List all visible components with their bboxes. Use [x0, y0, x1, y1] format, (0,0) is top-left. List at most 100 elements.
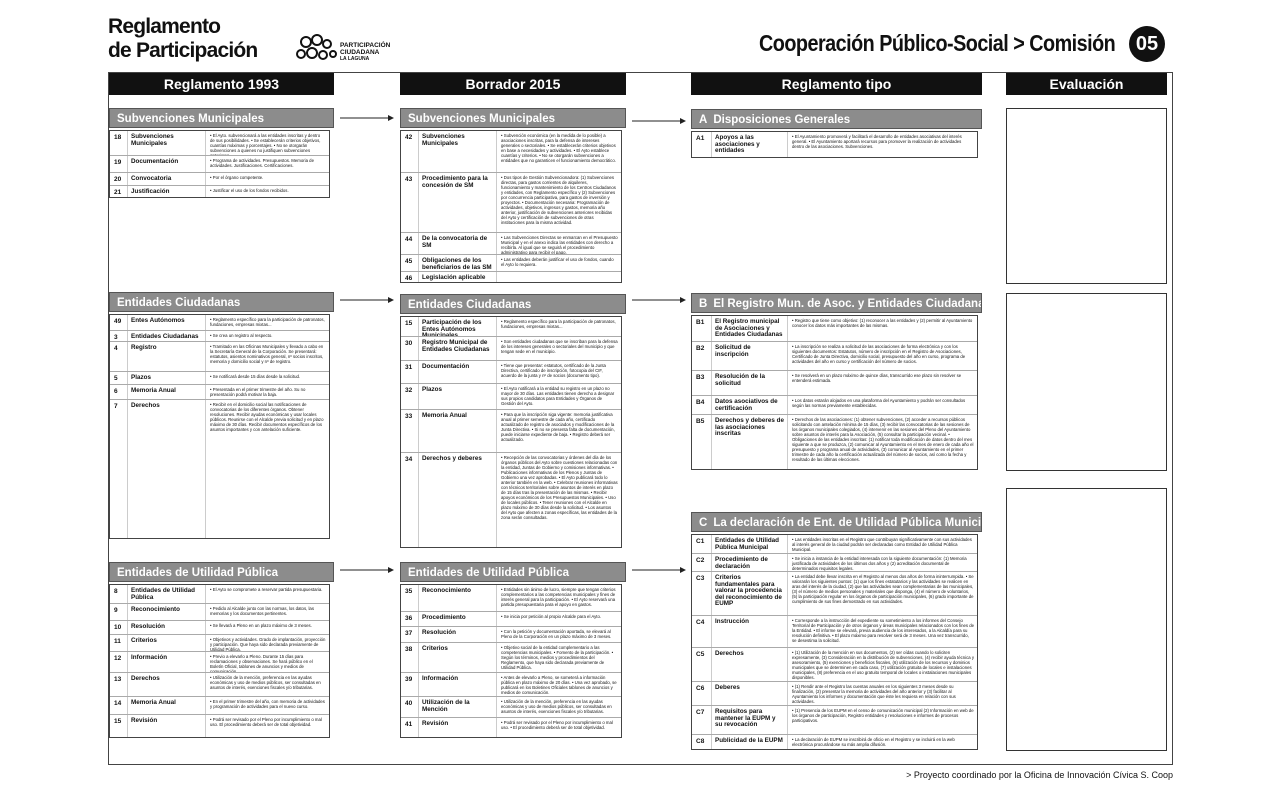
- article-text: • El Ayto. subvencionará a las entidades…: [210, 133, 321, 155]
- article-text: • Corresponde a la instrucción del exped…: [792, 618, 974, 643]
- section-title: C La declaración de Ent. de Utilidad Públ…: [691, 512, 982, 532]
- article-name: Documentación: [419, 361, 497, 383]
- section-title: Entidades Ciudadanas: [109, 292, 334, 312]
- article-text: • Utilización de la mención, preferencia…: [501, 699, 612, 714]
- brand-line: Reglamento: [108, 15, 221, 38]
- article-row: 46 Legislación aplicable: [401, 272, 621, 282]
- article-number: A1: [692, 132, 712, 157]
- article-row: 3 Entidades Ciudadanas • Se crea un regist…: [110, 331, 329, 342]
- article-text: • Registro que tiene como objetivo: (1) …: [792, 318, 973, 328]
- article-text: • Utilización de la mención, preferencia…: [210, 675, 321, 690]
- article-text: • Se inicia a instancia de la entidad in…: [792, 556, 967, 571]
- article-number: 15: [110, 715, 128, 737]
- article-name: Revisión: [419, 718, 497, 737]
- article-name: Obligaciones de los beneficiarios de las…: [419, 255, 497, 271]
- article-number: 15: [401, 317, 419, 336]
- article-number: 41: [401, 718, 419, 737]
- article-name: Resolución: [128, 621, 206, 634]
- section-name: Subvenciones Municipales: [117, 113, 264, 125]
- article-text: • (1) Presencia de los EUPM en el censo …: [792, 708, 974, 723]
- article-row: B3 Resolución de la solicitud • Se resolve…: [692, 371, 977, 396]
- article-row: C5 Derechos • (1) Utilización de la menció…: [692, 648, 977, 682]
- section-name: Entidades Ciudadanas: [408, 299, 532, 311]
- article-text: • Se resolverá en un plazo máximo de qui…: [792, 373, 962, 383]
- article-text: • Se crea un registro al respecto.: [210, 333, 273, 338]
- article-text: • La entidad debe llevar inscrita en el …: [792, 574, 974, 604]
- article-text: • Reglamento específico para la particip…: [210, 317, 325, 327]
- brand-line: de Participación: [108, 39, 258, 62]
- article-row: 18 Subvenciones Municipales • El Ayto. sub…: [110, 131, 329, 156]
- article-row: 19 Documentación • Programa de actividades…: [110, 156, 329, 173]
- article-name: Plazos: [128, 372, 206, 384]
- article-number: 4: [110, 342, 128, 371]
- article-row: 12 Información • Previo a elevarlo a Pleno…: [110, 652, 329, 673]
- article-number: 49: [110, 315, 128, 330]
- article-text: • Se inicia por petición al propio Alcal…: [501, 614, 602, 619]
- article-text: • Las entidades deberán justificar el us…: [501, 257, 614, 267]
- article-row: 34 Derechos y deberes • Recepción de las c…: [401, 453, 621, 547]
- article-number: C3: [692, 572, 712, 615]
- article-name: Deberes: [712, 682, 788, 705]
- article-row: 43 Procedimiento para la concesión de SM •…: [401, 173, 621, 233]
- article-row: C1 Entidades de Utilidad Pública Municipa…: [692, 535, 977, 554]
- article-row: 14 Memoria Anual • En el primer trimestre …: [110, 697, 329, 715]
- column-header: Reglamento tipo: [691, 73, 982, 95]
- article-number: 40: [401, 697, 419, 717]
- article-name: Criterios: [419, 643, 497, 672]
- section-letter: B: [699, 298, 708, 310]
- article-text: • Se llevará a Pleno en un plazo máximo …: [210, 623, 312, 628]
- section-name: Subvenciones Municipales: [408, 113, 555, 125]
- article-row: 13 Derechos • Utilización de la mención, p…: [110, 673, 329, 697]
- article-row: 15 Participación de los Entes Autónomos M…: [401, 317, 621, 337]
- article-number: C1: [692, 535, 712, 553]
- footer-note: > Proyecto coordinado por la Oficina de …: [906, 770, 1173, 780]
- article-number: 36: [401, 612, 419, 626]
- article-name: Derechos: [712, 648, 788, 681]
- article-name: Entidades Ciudadanas: [128, 331, 206, 341]
- article-name: Utilización de la Mención: [419, 697, 497, 717]
- article-name: Procedimiento para la concesión de SM: [419, 173, 497, 232]
- article-number: B5: [692, 415, 712, 469]
- section-table: 18 Subvenciones Municipales • El Ayto. sub…: [109, 130, 330, 198]
- section-table: 35 Reconocimiento • Entidades sin ánimo de…: [400, 584, 622, 738]
- section-title: B El Registro Mun. de Asoc. y Entidades C…: [691, 293, 982, 313]
- article-row: 32 Plazos • El Ayto notificará a la entida…: [401, 384, 621, 410]
- logo-text: LA LAGUNA: [340, 56, 370, 62]
- article-row: 40 Utilización de la Mención • Utilización…: [401, 697, 621, 718]
- article-text: • Los datos estarán alojados en una plat…: [792, 398, 966, 408]
- section-name: El Registro Mun. de Asoc. y Entidades Ci…: [713, 298, 982, 310]
- article-name: Derechos: [128, 673, 206, 696]
- article-row: B1 El Registro municipal de Asociaciones …: [692, 316, 977, 342]
- section-name: Entidades de Utilidad Pública: [117, 567, 279, 579]
- article-text: • Reglamento específico para la particip…: [501, 319, 616, 329]
- article-name: Entes Autónomos: [128, 315, 206, 330]
- section-title: A Disposiciones Generales: [691, 109, 982, 129]
- article-number: 45: [401, 255, 419, 271]
- article-row: 21 Justificación • Justificar el uso de lo…: [110, 186, 329, 197]
- article-number: 37: [401, 627, 419, 642]
- article-name: Derechos y deberes: [419, 453, 497, 547]
- article-text: • Las Subvenciones Directas se enmarcan …: [501, 235, 618, 254]
- article-text: • (1) Utilización de la mención en sus d…: [792, 650, 974, 680]
- article-text: • Pedido al Alcalde junto con las normas…: [210, 606, 314, 616]
- article-number: 30: [401, 337, 419, 360]
- article-row: 37 Resolución • Con la petición y document…: [401, 627, 621, 643]
- article-name: Legislación aplicable: [419, 272, 497, 282]
- article-number: 44: [401, 233, 419, 254]
- section-title: Entidades de Utilidad Pública: [109, 562, 334, 582]
- article-name: Solicitud de inscripción: [712, 342, 788, 370]
- article-text: • Podrá ser revisado por el Pleno por in…: [210, 717, 322, 727]
- section-name: Entidades Ciudadanas: [117, 297, 241, 309]
- article-name: Revisión: [128, 715, 206, 737]
- article-text: • Presentada en el primer trimestre del …: [210, 387, 306, 397]
- article-name: Procedimiento de declaración: [712, 554, 788, 571]
- article-number: 3: [110, 331, 128, 341]
- article-row: C4 Instrucción • Corresponde a la instrucc…: [692, 616, 977, 648]
- article-name: De la convocatoria de SM: [419, 233, 497, 254]
- article-number: 38: [401, 643, 419, 672]
- evaluation-box: [1006, 108, 1167, 284]
- article-text: • Objetivos y actividades. Grado de impl…: [210, 637, 326, 651]
- article-text: • En el primer trimestre del año, con me…: [210, 699, 325, 709]
